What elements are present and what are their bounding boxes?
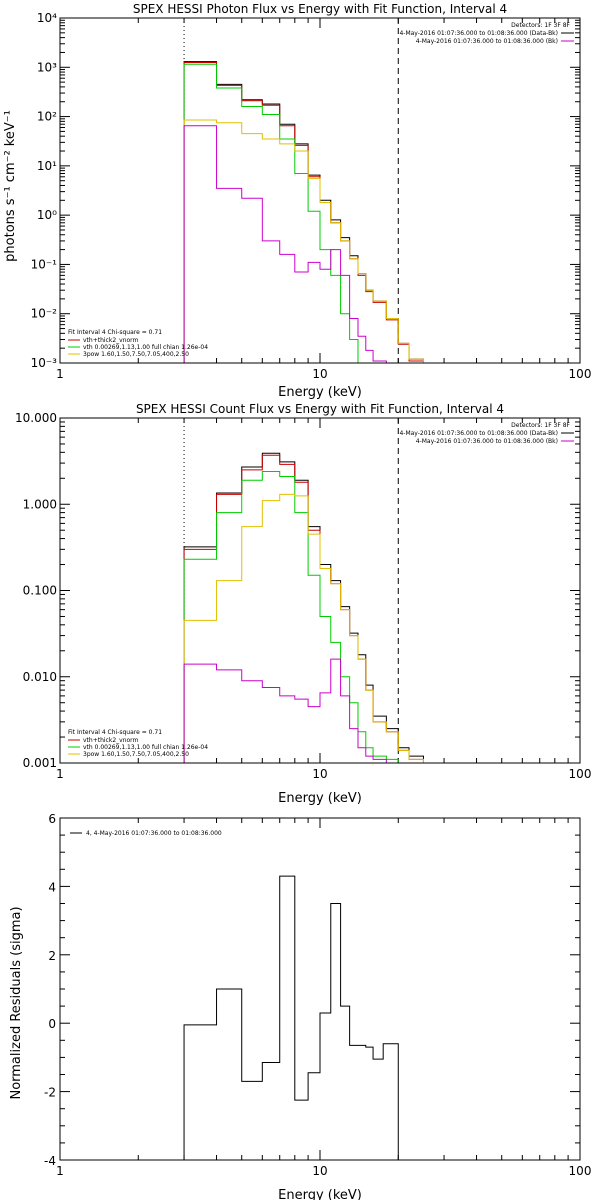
photon-series-0-line	[183, 61, 452, 363]
residuals-plot-frame	[59, 817, 581, 1161]
x-tick-label: 100	[569, 367, 592, 381]
residuals-x-tick-labels: 1 10 100	[56, 1164, 591, 1178]
count-flux-panel: SPEX HESSI Count Flux vs Energy with Fit…	[15, 402, 591, 806]
y-tick-label: 2	[48, 949, 56, 963]
photon-legend-total: vth+thick2_vnorm	[83, 337, 139, 344]
photon-legend-detectors: Detectors: 1F 3F 8F	[511, 22, 570, 29]
y-tick-label: 10³	[37, 60, 57, 74]
y-tick-label: -2	[44, 1086, 56, 1100]
count-legend-total: vth+thick2_vnorm	[83, 737, 139, 744]
count-chart-title: SPEX HESSI Count Flux vs Energy with Fit…	[136, 402, 504, 416]
y-tick-label: 6	[48, 812, 56, 826]
count-series-3-line	[183, 493, 424, 763]
residuals-series-clip	[183, 875, 399, 1160]
count-legend-vth: vth 0.00269,1.13,1.00 full chian 1.26e-0…	[83, 744, 208, 751]
count-x-tick-labels: 1 10 100	[56, 767, 591, 781]
count-legend-bk: 4-May-2016 01:07:36.000 to 01:08:36.000 …	[416, 438, 558, 445]
count-y-tick-labels: 0.001 0.010 0.100 1.000 10.000	[15, 411, 57, 770]
photon-legend-3pow: 3pow 1.60,1.50,7.50,7.05,400,2.50	[83, 351, 189, 358]
x-tick-label: 10	[312, 767, 327, 781]
photon-series-2-line	[183, 63, 374, 363]
x-tick-label: 1	[56, 1164, 64, 1178]
count-x-label: Energy (keV)	[278, 791, 362, 806]
count-series-group	[183, 452, 424, 763]
y-tick-label: 10¹	[37, 159, 57, 173]
count-legend-detectors: Detectors: 1F 3F 8F	[511, 422, 570, 429]
photon-series-3-line	[183, 119, 452, 363]
y-tick-label: 0	[48, 1017, 56, 1031]
photon-series-1-line	[183, 62, 452, 363]
residuals-panel: Energy (keV) Normalized Residuals (sigma…	[9, 812, 591, 1200]
count-legend-bottom: Fit Interval 4 Chi-square = 0.71 vth+thi…	[68, 729, 208, 758]
residuals-y-label: Normalized Residuals (sigma)	[9, 906, 24, 1099]
y-tick-label: 0.001	[23, 756, 57, 770]
photon-legend-fit-interval: Fit Interval 4 Chi-square = 0.71	[68, 329, 162, 336]
photon-legend-bk: 4-May-2016 01:07:36.000 to 01:08:36.000 …	[416, 38, 558, 45]
y-tick-label: 10⁰	[37, 208, 57, 222]
y-tick-label: 10⁴	[37, 11, 57, 25]
count-series-2-line	[183, 470, 399, 763]
photon-plot-frame	[59, 17, 581, 364]
photon-series-4-line	[183, 125, 399, 363]
residuals-series-group	[183, 875, 399, 1160]
x-tick-label: 100	[569, 1164, 592, 1178]
photon-legend-vth: vth 0.00269,1.13,1.00 full chian 1.26e-0…	[83, 344, 208, 351]
count-legend-3pow: 3pow 1.60,1.50,7.50,7.05,400,2.50	[83, 751, 189, 758]
x-tick-label: 1	[56, 767, 64, 781]
y-tick-label: 10⁻²	[31, 307, 58, 321]
photon-series-clip	[183, 61, 452, 363]
count-series-clip	[183, 452, 424, 763]
y-tick-label: 4	[48, 880, 56, 894]
y-tick-label: 10²	[37, 110, 57, 124]
photon-flux-panel: SPEX HESSI Photon Flux vs Energy with Fi…	[3, 2, 591, 400]
residuals-legend-label: 4, 4-May-2016 01:07:36.000 to 01:08:36.0…	[86, 830, 222, 837]
photon-y-label: photons s⁻¹ cm⁻² keV⁻¹	[3, 110, 18, 262]
residuals-series-0-line	[183, 875, 399, 1160]
photon-legend-data-bk: 4-May-2016 01:07:36.000 to 01:08:36.000 …	[399, 30, 558, 37]
count-series-1-line	[183, 454, 424, 763]
count-series-4-line	[183, 658, 387, 763]
photon-legend-top: Detectors: 1F 3F 8F 4-May-2016 01:07:36.…	[399, 22, 574, 45]
count-series-0-line	[183, 452, 424, 763]
y-tick-label: 0.010	[23, 670, 57, 684]
y-tick-label: -4	[44, 1154, 56, 1168]
y-tick-label: 0.100	[23, 584, 57, 598]
y-tick-label: 10.000	[15, 411, 57, 425]
y-tick-label: 1.000	[23, 497, 57, 511]
count-legend-data-bk: 4-May-2016 01:07:36.000 to 01:08:36.000 …	[399, 430, 558, 437]
photon-legend-bottom: Fit Interval 4 Chi-square = 0.71 vth+thi…	[68, 329, 208, 358]
x-tick-label: 100	[569, 767, 592, 781]
x-tick-label: 10	[312, 367, 327, 381]
photon-series-group	[183, 61, 452, 363]
residuals-y-tick-labels: -4 -2 0 2 4 6	[44, 812, 56, 1168]
photon-chart-title: SPEX HESSI Photon Flux vs Energy with Fi…	[133, 2, 507, 16]
y-tick-label: 10⁻³	[31, 356, 58, 370]
count-plot-frame	[59, 417, 581, 764]
x-tick-label: 1	[56, 367, 64, 381]
photon-y-tick-labels: 10⁻³ 10⁻² 10⁻¹ 10⁰ 10¹ 10² 10³ 10⁴	[31, 11, 58, 370]
y-tick-label: 10⁻¹	[31, 257, 58, 271]
residuals-tick-marks	[59, 817, 580, 1161]
residuals-x-label: Energy (keV)	[278, 1188, 362, 1200]
photon-x-label: Energy (keV)	[278, 385, 362, 400]
photon-x-tick-labels: 1 10 100	[56, 367, 591, 381]
x-tick-label: 10	[312, 1164, 327, 1178]
count-legend-top: Detectors: 1F 3F 8F 4-May-2016 01:07:36.…	[399, 422, 574, 445]
residuals-legend: 4, 4-May-2016 01:07:36.000 to 01:08:36.0…	[70, 830, 222, 837]
count-legend-fit-interval: Fit Interval 4 Chi-square = 0.71	[68, 729, 162, 736]
